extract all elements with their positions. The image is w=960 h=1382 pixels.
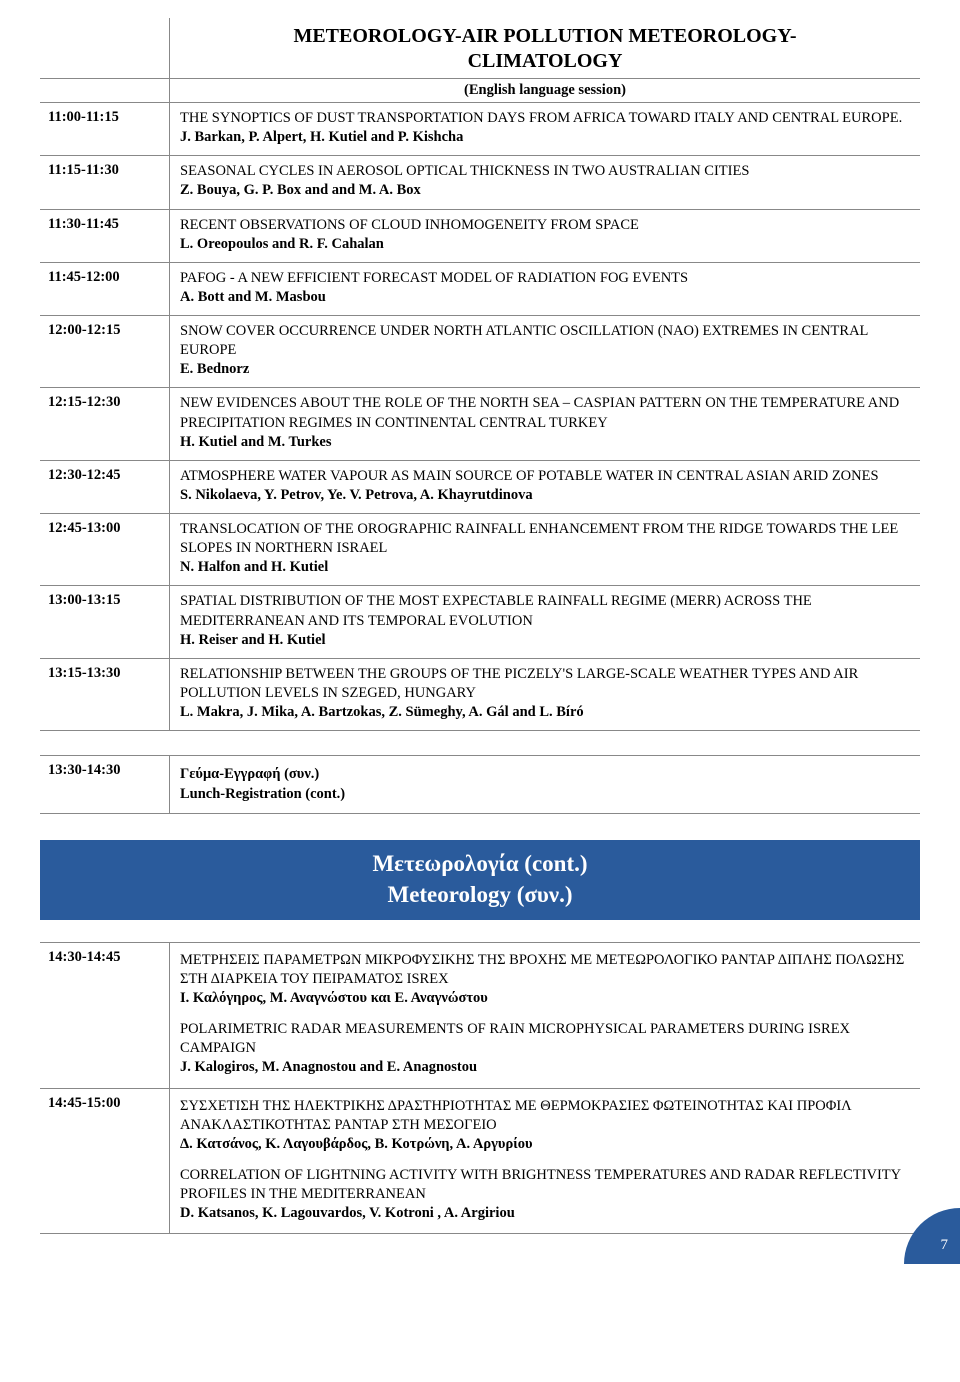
talk-greek-block: ΣΥΣΧΕΤΙΣΗ ΤΗΣ ΗΛΕΚΤΡΙΚΗΣ ΔΡΑΣΤΗΡΙΟΤΗΤΑΣ …: [180, 1097, 910, 1154]
time-cell: 13:15-13:30: [40, 659, 170, 730]
talk-authors: S. Nikolaeva, Y. Petrov, Ye. V. Petrova,…: [180, 486, 910, 505]
content-cell: SPATIAL DISTRIBUTION OF THE MOST EXPECTA…: [170, 586, 920, 657]
content-cell: TRANSLOCATION OF THE OROGRAPHIC RAINFALL…: [170, 514, 920, 585]
afternoon-schedule-table: 14:30-14:45 ΜΕΤΡΗΣΕΙΣ ΠΑΡΑΜΕΤΡΩΝ ΜΙΚΡΟΦΥ…: [40, 942, 920, 1235]
time-cell: 11:15-11:30: [40, 156, 170, 208]
talk-authors-gr: Ι. Καλόγηρος, Μ. Αναγνώστου και Ε. Αναγν…: [180, 989, 910, 1008]
talk-title: ATMOSPHERE WATER VAPOUR AS MAIN SOURCE O…: [180, 467, 910, 486]
content-cell: ΣΥΣΧΕΤΙΣΗ ΤΗΣ ΗΛΕΚΤΡΙΚΗΣ ΔΡΑΣΤΗΡΙΟΤΗΤΑΣ …: [170, 1089, 920, 1234]
talk-authors: Z. Bouya, G. P. Box and and M. A. Box: [180, 181, 910, 200]
content-cell: ΜΕΤΡΗΣΕΙΣ ΠΑΡΑΜΕΤΡΩΝ ΜΙΚΡΟΦΥΣΙΚΗΣ ΤΗΣ ΒΡ…: [170, 943, 920, 1088]
morning-schedule-table: 11:00-11:15 THE SYNOPTICS OF DUST TRANSP…: [40, 103, 920, 731]
header-left-spacer: [40, 18, 170, 78]
schedule-row: 12:45-13:00 TRANSLOCATION OF THE OROGRAP…: [40, 514, 920, 586]
page-container: METEOROLOGY-AIR POLLUTION METEOROLOGY- C…: [0, 0, 960, 1264]
content-cell: SEASONAL CYCLES IN AEROSOL OPTICAL THICK…: [170, 156, 920, 208]
talk-authors: E. Bednorz: [180, 360, 910, 379]
talk-title: NEW EVIDENCES ABOUT THE ROLE OF THE NORT…: [180, 394, 910, 432]
content-cell: NEW EVIDENCES ABOUT THE ROLE OF THE NORT…: [170, 388, 920, 459]
talk-title: SNOW COVER OCCURRENCE UNDER NORTH ATLANT…: [180, 322, 910, 360]
session-subtitle-row: (English language session): [40, 79, 920, 103]
content-cell: PAFOG - A NEW EFFICIENT FORECAST MODEL O…: [170, 263, 920, 315]
talk-title-en: POLARIMETRIC RADAR MEASUREMENTS OF RAIN …: [180, 1020, 910, 1058]
talk-title: PAFOG - A NEW EFFICIENT FORECAST MODEL O…: [180, 269, 910, 288]
subtitle-left-spacer: [40, 79, 170, 102]
content-cell: ATMOSPHERE WATER VAPOUR AS MAIN SOURCE O…: [170, 461, 920, 513]
talk-title: RELATIONSHIP BETWEEN THE GROUPS OF THE P…: [180, 665, 910, 703]
talk-authors: J. Barkan, P. Alpert, H. Kutiel and P. K…: [180, 128, 910, 147]
content-cell: RELATIONSHIP BETWEEN THE GROUPS OF THE P…: [170, 659, 920, 730]
talk-authors-en: D. Katsanos, K. Lagouvardos, V. Kotroni …: [180, 1204, 910, 1223]
talk-authors: L. Oreopoulos and R. F. Cahalan: [180, 235, 910, 254]
lunch-gr: Γεύμα-Εγγραφή (συν.): [180, 764, 910, 784]
time-cell: 11:30-11:45: [40, 210, 170, 262]
talk-title-en: CORRELATION OF LIGHTNING ACTIVITY WITH B…: [180, 1166, 910, 1204]
time-cell: 12:00-12:15: [40, 316, 170, 387]
lunch-table: 13:30-14:30 Γεύμα-Εγγραφή (συν.) Lunch-R…: [40, 755, 920, 814]
schedule-row: 14:30-14:45 ΜΕΤΡΗΣΕΙΣ ΠΑΡΑΜΕΤΡΩΝ ΜΙΚΡΟΦΥ…: [40, 943, 920, 1089]
talk-greek-block: ΜΕΤΡΗΣΕΙΣ ΠΑΡΑΜΕΤΡΩΝ ΜΙΚΡΟΦΥΣΙΚΗΣ ΤΗΣ ΒΡ…: [180, 951, 910, 1008]
talk-authors: H. Reiser and H. Kutiel: [180, 631, 910, 650]
schedule-row: 12:00-12:15 SNOW COVER OCCURRENCE UNDER …: [40, 316, 920, 388]
session-title-line2: CLIMATOLOGY: [180, 49, 910, 74]
schedule-row: 13:00-13:15 SPATIAL DISTRIBUTION OF THE …: [40, 586, 920, 658]
lunch-row: 13:30-14:30 Γεύμα-Εγγραφή (συν.) Lunch-R…: [40, 756, 920, 814]
talk-title: RECENT OBSERVATIONS OF CLOUD INHOMOGENEI…: [180, 216, 910, 235]
time-cell: 11:00-11:15: [40, 103, 170, 155]
lunch-time: 13:30-14:30: [40, 756, 170, 813]
talk-title-gr: ΜΕΤΡΗΣΕΙΣ ΠΑΡΑΜΕΤΡΩΝ ΜΙΚΡΟΦΥΣΙΚΗΣ ΤΗΣ ΒΡ…: [180, 951, 910, 989]
lunch-content: Γεύμα-Εγγραφή (συν.) Lunch-Registration …: [170, 756, 920, 813]
page-number: 7: [941, 1237, 949, 1254]
schedule-row: 11:00-11:15 THE SYNOPTICS OF DUST TRANSP…: [40, 103, 920, 156]
content-cell: SNOW COVER OCCURRENCE UNDER NORTH ATLANT…: [170, 316, 920, 387]
content-cell: THE SYNOPTICS OF DUST TRANSPORTATION DAY…: [170, 103, 920, 155]
talk-authors: A. Bott and M. Masbou: [180, 288, 910, 307]
time-cell: 12:15-12:30: [40, 388, 170, 459]
time-cell: 14:45-15:00: [40, 1089, 170, 1234]
schedule-row: 12:30-12:45 ATMOSPHERE WATER VAPOUR AS M…: [40, 461, 920, 514]
session-title-cell: METEOROLOGY-AIR POLLUTION METEOROLOGY- C…: [170, 18, 920, 78]
schedule-row: 11:15-11:30 SEASONAL CYCLES IN AEROSOL O…: [40, 156, 920, 209]
time-cell: 12:30-12:45: [40, 461, 170, 513]
talk-title: SPATIAL DISTRIBUTION OF THE MOST EXPECTA…: [180, 592, 910, 630]
talk-title-gr: ΣΥΣΧΕΤΙΣΗ ΤΗΣ ΗΛΕΚΤΡΙΚΗΣ ΔΡΑΣΤΗΡΙΟΤΗΤΑΣ …: [180, 1097, 910, 1135]
talk-authors: H. Kutiel and M. Turkes: [180, 433, 910, 452]
session-banner-gr: Μετεωρολογία (cont.): [40, 848, 920, 879]
talk-authors: N. Halfon and H. Kutiel: [180, 558, 910, 577]
talk-english-block: CORRELATION OF LIGHTNING ACTIVITY WITH B…: [180, 1166, 910, 1223]
time-cell: 13:00-13:15: [40, 586, 170, 657]
content-cell: RECENT OBSERVATIONS OF CLOUD INHOMOGENEI…: [170, 210, 920, 262]
schedule-row: 11:30-11:45 RECENT OBSERVATIONS OF CLOUD…: [40, 210, 920, 263]
schedule-row: 11:45-12:00 PAFOG - A NEW EFFICIENT FORE…: [40, 263, 920, 316]
time-cell: 14:30-14:45: [40, 943, 170, 1088]
session-title-line1: METEOROLOGY-AIR POLLUTION METEOROLOGY-: [180, 24, 910, 49]
talk-title: TRANSLOCATION OF THE OROGRAPHIC RAINFALL…: [180, 520, 910, 558]
talk-authors: L. Makra, J. Mika, A. Bartzokas, Z. Süme…: [180, 703, 910, 722]
session-banner-en: Meteorology (συν.): [40, 879, 920, 910]
session-subtitle: (English language session): [170, 79, 920, 102]
schedule-row: 14:45-15:00 ΣΥΣΧΕΤΙΣΗ ΤΗΣ ΗΛΕΚΤΡΙΚΗΣ ΔΡΑ…: [40, 1089, 920, 1235]
talk-title: THE SYNOPTICS OF DUST TRANSPORTATION DAY…: [180, 109, 910, 128]
talk-english-block: POLARIMETRIC RADAR MEASUREMENTS OF RAIN …: [180, 1020, 910, 1077]
schedule-row: 13:15-13:30 RELATIONSHIP BETWEEN THE GRO…: [40, 659, 920, 731]
session-header-row: METEOROLOGY-AIR POLLUTION METEOROLOGY- C…: [40, 18, 920, 79]
session-banner: Μετεωρολογία (cont.) Meteorology (συν.): [40, 840, 920, 920]
spacer: [40, 731, 920, 755]
talk-title: SEASONAL CYCLES IN AEROSOL OPTICAL THICK…: [180, 162, 910, 181]
talk-authors-gr: Δ. Κατσάνος, Κ. Λαγουβάρδος, Β. Κοτρώνη,…: [180, 1135, 910, 1154]
schedule-row: 12:15-12:30 NEW EVIDENCES ABOUT THE ROLE…: [40, 388, 920, 460]
lunch-en: Lunch-Registration (cont.): [180, 784, 910, 804]
time-cell: 12:45-13:00: [40, 514, 170, 585]
time-cell: 11:45-12:00: [40, 263, 170, 315]
talk-authors-en: J. Kalogiros, M. Anagnostou and E. Anagn…: [180, 1058, 910, 1077]
